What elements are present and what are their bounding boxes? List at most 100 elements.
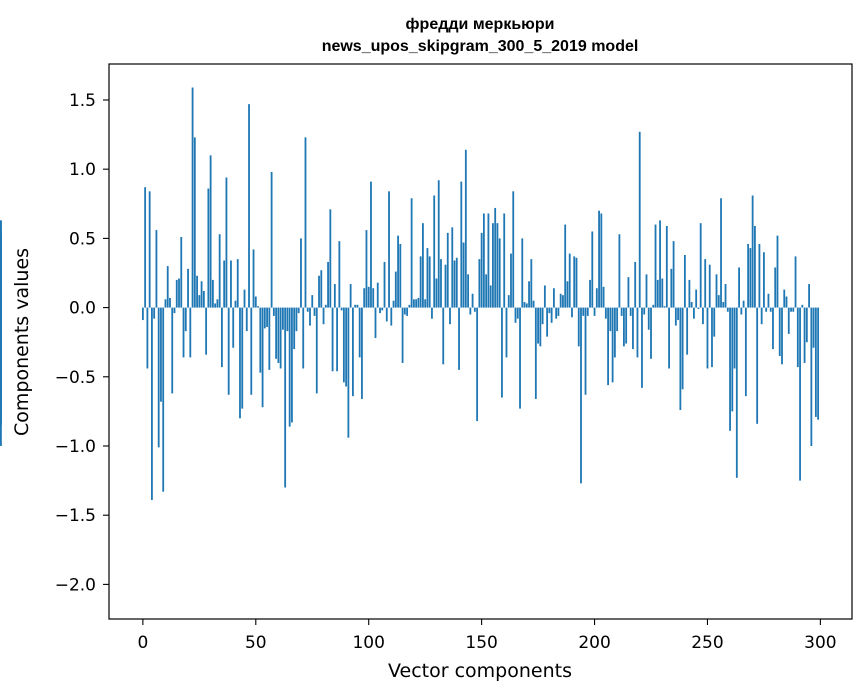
- bar: [487, 213, 490, 308]
- bar: [566, 281, 569, 308]
- x-tick-label: 250: [691, 633, 723, 653]
- bar: [564, 224, 567, 308]
- bar: [399, 243, 402, 308]
- bar: [503, 213, 506, 308]
- plot-frame: [108, 63, 853, 620]
- bar: [715, 274, 718, 308]
- bar: [263, 307, 266, 329]
- bar: [758, 243, 761, 308]
- bar: [548, 307, 551, 314]
- bar: [155, 230, 158, 308]
- bar: [697, 307, 700, 309]
- bar: [577, 307, 580, 347]
- bar: [611, 307, 614, 383]
- bar: [207, 188, 210, 308]
- bar: [169, 297, 171, 308]
- bar: [521, 238, 524, 308]
- x-tick-label: 50: [245, 633, 267, 653]
- bar: [469, 307, 472, 315]
- bar: [523, 302, 526, 308]
- bar: [397, 235, 399, 308]
- bar: [774, 267, 777, 308]
- bar: [629, 307, 632, 316]
- bar: [406, 307, 409, 316]
- bar: [744, 307, 747, 397]
- y-tick-label: −1.5: [55, 506, 96, 526]
- bar: [494, 207, 497, 308]
- bar: [281, 307, 284, 330]
- bar: [783, 289, 786, 308]
- bar: [426, 248, 429, 308]
- bar: [595, 288, 598, 308]
- bar: [751, 195, 754, 308]
- bar: [645, 274, 648, 308]
- bar: [772, 307, 774, 350]
- bar: [460, 181, 463, 308]
- bar: [776, 235, 779, 308]
- y-tick-label: 0.5: [69, 229, 96, 249]
- bar: [175, 279, 178, 308]
- bar: [178, 278, 180, 308]
- bar: [403, 307, 406, 315]
- bar: [688, 279, 691, 308]
- bar: [277, 307, 280, 363]
- bar: [668, 307, 670, 369]
- bar: [699, 223, 702, 308]
- bar: [198, 295, 201, 308]
- bar: [543, 285, 546, 308]
- bars-group: [0, 87, 820, 500]
- bar: [153, 307, 156, 319]
- bar: [641, 307, 643, 388]
- bar: [674, 307, 677, 326]
- bar: [480, 232, 483, 308]
- bar: [711, 307, 713, 368]
- bar: [663, 306, 666, 308]
- bar: [652, 304, 655, 308]
- bar: [385, 307, 388, 322]
- bar: [304, 137, 307, 308]
- bar: [720, 198, 722, 308]
- bar: [767, 293, 770, 308]
- bar: [537, 307, 539, 344]
- bar: [144, 187, 147, 308]
- bar: [749, 248, 752, 308]
- bar: [650, 307, 652, 359]
- bar: [157, 307, 160, 448]
- bar: [394, 271, 397, 308]
- bar: [239, 307, 241, 419]
- bar: [790, 307, 792, 312]
- bar: [200, 281, 203, 308]
- x-tick-label: 200: [578, 633, 610, 653]
- bar: [584, 307, 587, 395]
- x-tick-label: 0: [137, 633, 148, 653]
- y-axis-ticks: −2.0 −1.5 −1.0 −0.5 0.0 0.5 1.0 1.5: [55, 91, 109, 595]
- bar: [618, 234, 621, 308]
- bar: [388, 191, 390, 308]
- bar: [464, 149, 467, 308]
- bar: [713, 307, 716, 337]
- bar: [361, 307, 363, 399]
- bar: [613, 307, 616, 358]
- bar: [571, 307, 573, 318]
- bar: [478, 259, 481, 308]
- bar: [347, 307, 350, 438]
- bar: [352, 307, 354, 397]
- bar: [214, 303, 217, 308]
- bar: [799, 307, 801, 481]
- bar: [489, 285, 492, 308]
- bar: [670, 268, 673, 308]
- bar: [248, 104, 250, 308]
- y-tick-label: −2.0: [55, 575, 96, 595]
- bar: [293, 307, 296, 350]
- bar: [510, 253, 512, 308]
- bar: [817, 307, 820, 420]
- bar: [302, 307, 305, 369]
- bar: [695, 289, 698, 308]
- bar: [706, 307, 709, 369]
- bar: [803, 307, 806, 363]
- bar: [810, 307, 813, 446]
- bar: [331, 307, 334, 372]
- bar: [315, 307, 318, 394]
- bar: [164, 299, 167, 308]
- bar: [392, 300, 395, 308]
